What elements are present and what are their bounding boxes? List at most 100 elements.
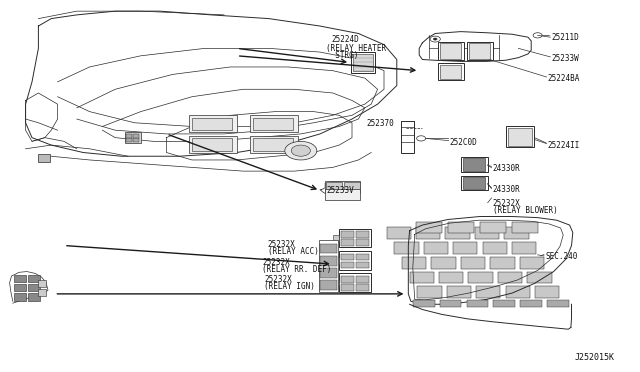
Circle shape <box>433 38 437 40</box>
Bar <box>125 132 141 143</box>
Bar <box>394 242 419 254</box>
Bar <box>493 300 515 307</box>
Bar <box>341 262 354 268</box>
Text: J252015K: J252015K <box>575 353 614 362</box>
Bar <box>250 136 298 153</box>
Text: 25232X: 25232X <box>262 258 290 267</box>
Bar <box>320 244 337 253</box>
Bar <box>401 121 414 153</box>
Bar <box>133 134 139 138</box>
Bar <box>325 189 360 200</box>
Bar <box>506 126 534 147</box>
Circle shape <box>285 141 317 160</box>
Bar <box>469 43 490 59</box>
Bar <box>439 272 463 283</box>
Bar <box>253 118 293 130</box>
Bar <box>14 284 26 291</box>
Bar <box>490 257 515 269</box>
Bar <box>344 182 360 190</box>
Bar <box>512 222 538 232</box>
Bar <box>508 128 532 146</box>
Bar <box>483 242 507 254</box>
Text: (RELAY IGN): (RELAY IGN) <box>264 282 315 291</box>
Bar <box>431 257 456 269</box>
Bar <box>14 293 26 301</box>
Bar <box>333 280 339 286</box>
Bar <box>461 257 485 269</box>
Bar <box>28 284 40 291</box>
Bar <box>333 235 339 242</box>
Bar <box>445 227 470 239</box>
Text: 25224II: 25224II <box>548 141 580 150</box>
Text: 252C0D: 252C0D <box>450 138 477 147</box>
Circle shape <box>533 33 542 38</box>
Bar <box>38 154 50 162</box>
Circle shape <box>291 145 310 156</box>
Bar <box>253 138 293 151</box>
Bar <box>498 272 522 283</box>
Bar <box>463 158 485 171</box>
Text: (RELAY HEATER: (RELAY HEATER <box>326 44 387 53</box>
Bar <box>448 222 474 232</box>
Bar <box>325 181 360 193</box>
Bar <box>416 227 440 239</box>
Bar <box>333 257 339 264</box>
Bar <box>387 227 411 239</box>
Bar <box>527 272 552 283</box>
Bar <box>461 176 488 190</box>
Bar <box>339 273 371 292</box>
Bar <box>250 115 298 132</box>
Bar <box>520 257 544 269</box>
Bar <box>356 262 369 268</box>
Bar <box>353 54 373 71</box>
Text: 25233W: 25233W <box>552 54 579 62</box>
Text: 25211D: 25211D <box>552 33 579 42</box>
Bar <box>133 138 139 142</box>
Bar <box>504 227 529 239</box>
Bar <box>535 286 559 298</box>
Bar <box>467 42 493 60</box>
Bar <box>440 65 461 79</box>
Bar <box>319 240 338 292</box>
Bar <box>480 222 506 232</box>
Bar <box>14 275 26 282</box>
Text: 25232X: 25232X <box>493 199 520 208</box>
Bar <box>339 229 371 247</box>
Bar <box>341 239 354 246</box>
Bar <box>339 251 371 270</box>
Bar <box>356 239 369 246</box>
Text: 25224D: 25224D <box>332 35 359 44</box>
Bar <box>320 256 337 266</box>
Bar <box>506 286 530 298</box>
Text: (RELAY ACC): (RELAY ACC) <box>268 247 318 256</box>
Text: 24330R: 24330R <box>493 164 520 173</box>
Text: (RELAY BLOWER): (RELAY BLOWER) <box>493 206 557 215</box>
Bar <box>351 52 375 73</box>
Bar <box>461 157 488 172</box>
Bar <box>476 286 500 298</box>
Bar <box>417 286 442 298</box>
Bar <box>356 231 369 238</box>
Bar <box>520 300 542 307</box>
Bar <box>126 134 132 138</box>
Text: 25224BA: 25224BA <box>548 74 580 83</box>
Bar <box>189 136 237 153</box>
Bar <box>424 242 448 254</box>
Bar <box>438 63 464 80</box>
Text: STRG): STRG) <box>326 51 359 60</box>
Text: 25232X: 25232X <box>268 240 295 249</box>
Bar <box>320 280 337 290</box>
Bar <box>28 275 40 282</box>
Bar <box>28 293 40 301</box>
Bar <box>413 300 435 307</box>
Bar <box>440 43 461 59</box>
Bar <box>410 272 434 283</box>
Bar <box>440 300 461 307</box>
Text: 24330R: 24330R <box>493 185 520 194</box>
Bar <box>356 276 369 283</box>
Bar <box>547 300 569 307</box>
Text: SEC.240: SEC.240 <box>545 252 578 261</box>
Circle shape <box>430 36 440 42</box>
Text: 25232X: 25232X <box>264 275 292 284</box>
Bar <box>402 257 426 269</box>
